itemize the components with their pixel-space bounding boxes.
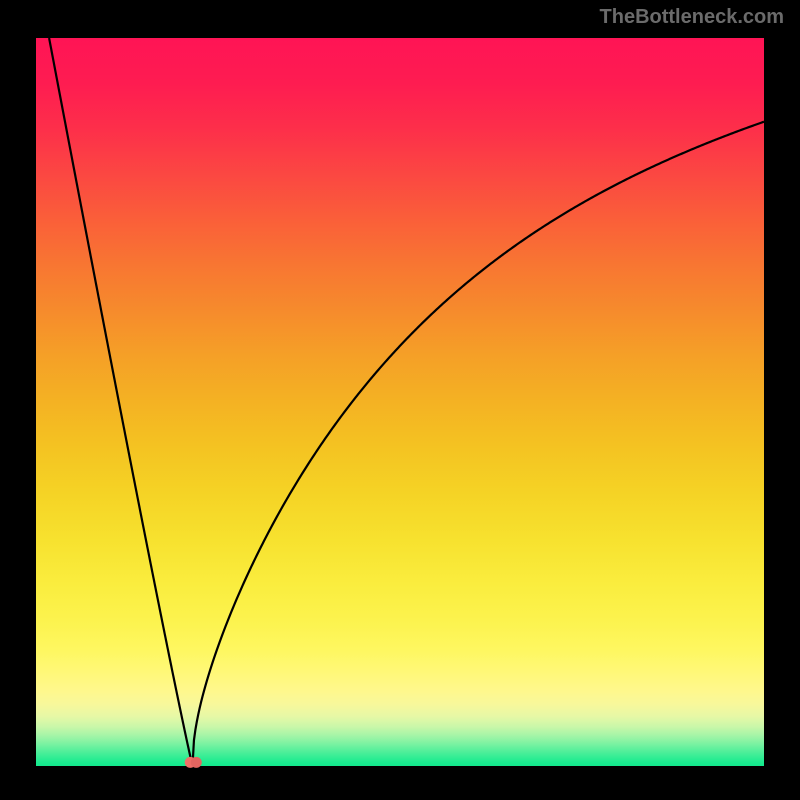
chart-container: TheBottleneck.com	[0, 0, 800, 800]
watermark-text: TheBottleneck.com	[600, 6, 784, 29]
bottleneck-chart	[0, 0, 800, 800]
plot-background	[36, 38, 764, 766]
vertex-marker	[191, 757, 202, 768]
